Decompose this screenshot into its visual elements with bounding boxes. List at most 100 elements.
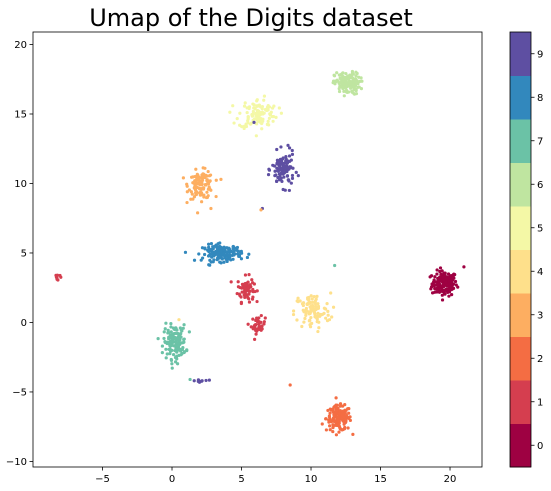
data-point [240,286,244,290]
data-point [308,323,312,327]
data-point [346,75,350,80]
data-point [437,279,441,283]
data-point [313,302,318,306]
data-point [185,182,189,186]
data-point [452,272,456,276]
data-point [435,272,439,276]
data-point [250,297,255,301]
data-point [289,158,293,162]
colorbar-tick-label: 7 [537,136,543,147]
data-point [179,328,183,332]
data-point [243,273,248,277]
data-point [187,188,191,192]
data-point [350,90,354,94]
data-point [219,248,223,252]
data-point [284,159,288,163]
data-point [302,320,306,324]
data-point [214,178,218,182]
data-point [170,335,174,339]
data-point [162,330,166,334]
data-point [239,257,244,261]
colorbar-tick-label: 5 [537,223,543,234]
data-point [251,102,255,106]
data-point [289,181,293,185]
data-point [332,412,336,417]
data-point [351,432,355,436]
data-point [274,173,278,177]
data-point [279,171,284,175]
data-point [187,330,191,334]
data-point [203,246,207,250]
data-point [175,331,179,336]
data-point [266,108,270,112]
data-point [257,103,261,107]
data-point [214,194,218,199]
data-point [254,318,258,323]
data-point [208,187,212,191]
data-point [169,340,173,344]
data-point [231,104,235,108]
data-point [204,378,208,383]
data-point [291,312,296,317]
data-point [200,180,204,184]
data-point [206,169,210,174]
data-point [272,104,276,108]
data-point [331,429,335,434]
data-point [172,344,176,348]
data-point [191,197,195,201]
data-point [434,287,438,291]
data-point [277,106,281,110]
data-point [247,300,252,304]
data-point [266,104,270,108]
data-point [214,250,218,254]
data-point [170,362,174,366]
data-point [279,111,284,115]
data-point [450,293,454,297]
data-point [275,147,279,152]
data-point [326,309,330,313]
data-point [210,250,215,255]
data-point [360,79,364,83]
data-point [170,366,174,370]
data-point [254,117,259,121]
data-point [340,73,344,77]
data-point [226,249,230,254]
data-point [201,186,205,190]
data-point [266,122,270,127]
data-point [197,252,201,256]
data-point [168,352,172,356]
data-point [330,315,334,319]
data-point [452,276,456,280]
colorbar-segment [510,162,531,207]
data-point [343,83,348,87]
data-point [183,250,188,254]
colorbar-segment [510,293,531,337]
data-point [332,73,336,77]
scatter-points [54,69,466,437]
data-point [284,154,288,159]
data-point [193,174,197,179]
data-point [308,311,312,315]
data-point [254,114,258,118]
data-point [259,313,263,318]
data-point [164,321,168,325]
data-point [320,422,324,426]
data-point [236,252,240,256]
data-point [262,111,266,115]
data-point [254,332,258,336]
data-point [181,326,185,330]
data-point [287,146,292,150]
data-point [345,90,349,95]
data-point [207,242,211,246]
y-tick-label: 15 [14,109,27,120]
data-point [173,360,178,364]
data-point [254,134,258,138]
data-point [266,119,270,123]
data-point [338,402,343,406]
data-point [438,275,442,279]
data-point [192,258,197,262]
data-point [248,122,253,126]
data-point [169,325,173,329]
data-point [169,330,173,334]
data-point [173,336,177,341]
